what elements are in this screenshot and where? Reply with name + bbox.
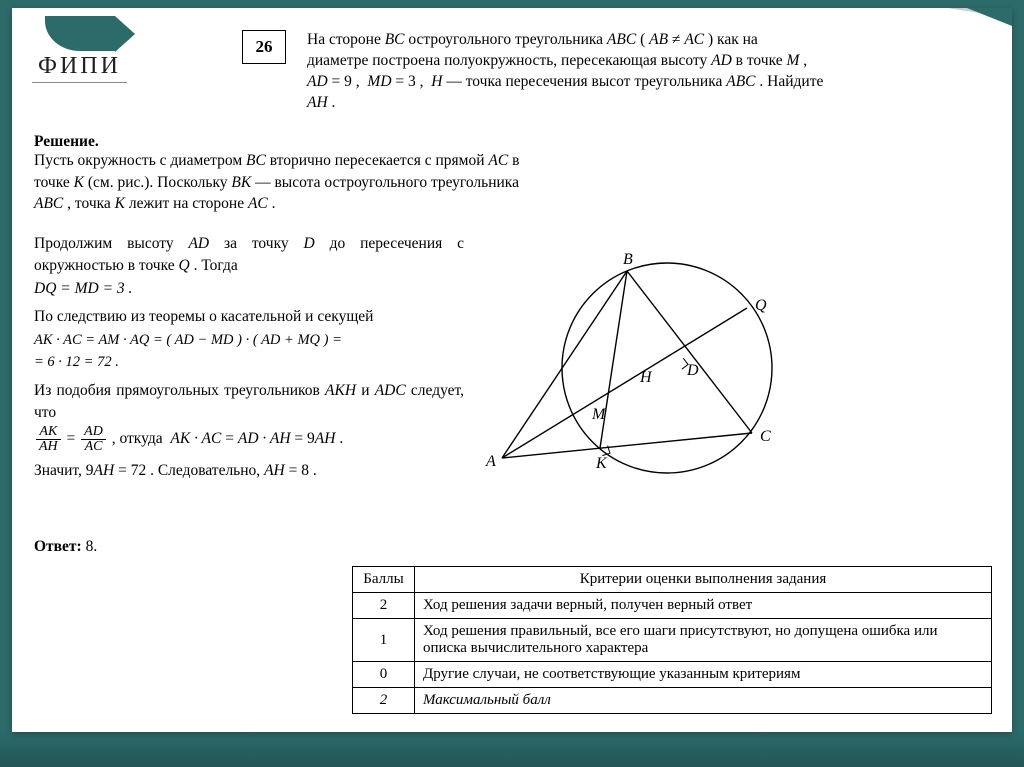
fipi-logo-shape bbox=[45, 16, 115, 51]
frac2-top: AD bbox=[81, 425, 106, 440]
rubric-score-cell: 1 bbox=[353, 619, 415, 662]
svg-text:D: D bbox=[686, 362, 699, 379]
solution-paragraph-2: Продолжим высоту AD за точку D до пересе… bbox=[34, 233, 464, 482]
sol-eq1: DQ = MD = 3 . bbox=[34, 280, 132, 297]
svg-text:C: C bbox=[760, 428, 771, 445]
svg-text:A: A bbox=[485, 453, 496, 470]
frac1-bot: AH bbox=[36, 440, 61, 454]
fipi-logo-text: ФИПИ bbox=[32, 53, 127, 83]
sol-p2d: , откуда AK · AC = AD · AH = 9AH . bbox=[112, 430, 343, 447]
sol-p2c: Из подобия прямоугольных треугольников A… bbox=[34, 382, 464, 421]
rubric-criteria-cell: Ход решения задачи верный, получен верны… bbox=[415, 593, 992, 619]
solution-heading: Решение. bbox=[34, 133, 99, 151]
svg-text:K: K bbox=[595, 455, 608, 472]
svg-text:H: H bbox=[639, 369, 653, 386]
sol-p2b: По следствию из теоремы о касательной и … bbox=[34, 308, 373, 325]
document-page: ФИПИ 26 На стороне BC остроугольного тре… bbox=[12, 8, 1012, 732]
sol-eq2b: = 6 · 12 = 72 . bbox=[34, 354, 119, 370]
rubric-row: 2Ход решения задачи верный, получен верн… bbox=[353, 593, 992, 619]
sol-p1c: ABC , точка K лежит на стороне AC . bbox=[34, 195, 276, 212]
rubric-score-cell: 2 bbox=[353, 688, 415, 714]
rubric-score-cell: 2 bbox=[353, 593, 415, 619]
rubric-criteria-cell: Другие случаи, не соответствующие указан… bbox=[415, 662, 992, 688]
frac2-bot: AC bbox=[81, 440, 106, 454]
corner-fold bbox=[967, 8, 1012, 26]
problem-statement: На стороне BC остроугольного треугольник… bbox=[307, 30, 987, 114]
problem-line4: AH . bbox=[307, 94, 335, 111]
slide-bottom-edge bbox=[0, 732, 1024, 767]
answer-label: Ответ: bbox=[34, 538, 82, 555]
frac1-top: AK bbox=[36, 425, 61, 440]
rubric-row: 2Максимальный балл bbox=[353, 688, 992, 714]
svg-text:Q: Q bbox=[755, 297, 767, 314]
rubric-row: 1Ход решения правильный, все его шаги пр… bbox=[353, 619, 992, 662]
svg-text:B: B bbox=[623, 251, 633, 268]
sol-p2e: Значит, 9AH = 72 . Следовательно, AH = 8… bbox=[34, 462, 317, 479]
sol-p2a: Продолжим высоту AD за точку D до пересе… bbox=[34, 235, 464, 274]
fipi-logo: ФИПИ bbox=[12, 16, 147, 83]
rubric-row: 0Другие случаи, не соответствующие указа… bbox=[353, 662, 992, 688]
problem-line3: AD = 9 , MD = 3 , H — точка пересечения … bbox=[307, 73, 823, 90]
svg-text:M: M bbox=[591, 406, 607, 423]
fraction-2: AD AC bbox=[81, 425, 106, 454]
sol-p1b: точке K (см. рис.). Поскольку BK — высот… bbox=[34, 174, 519, 191]
rubric-header-row: Баллы Критерии оценки выполнения задания bbox=[353, 567, 992, 593]
sol-eq2: AK · AC = AM · AQ = ( AD − MD ) · ( AD +… bbox=[34, 332, 342, 348]
rubric-header-score: Баллы bbox=[353, 567, 415, 593]
problem-number-box: 26 bbox=[242, 30, 286, 64]
solution-paragraph-1: Пусть окружность с диаметром BC вторично… bbox=[34, 150, 754, 215]
answer-value: 8. bbox=[82, 538, 98, 555]
rubric-table: Баллы Критерии оценки выполнения задания… bbox=[352, 566, 992, 714]
answer-line: Ответ: 8. bbox=[34, 538, 97, 556]
problem-line1: На стороне BC остроугольного треугольник… bbox=[307, 31, 758, 48]
rubric-criteria-cell: Максимальный балл bbox=[415, 688, 992, 714]
geometry-diagram: A B C K M D H Q bbox=[472, 233, 812, 493]
rubric-score-cell: 0 bbox=[353, 662, 415, 688]
rubric-criteria-cell: Ход решения правильный, все его шаги при… bbox=[415, 619, 992, 662]
rubric-header-criteria: Критерии оценки выполнения задания bbox=[415, 567, 992, 593]
fraction-1: AK AH bbox=[36, 425, 61, 454]
problem-line2: диаметре построена полуокружность, перес… bbox=[307, 52, 807, 69]
sol-p1a: Пусть окружность с диаметром BC вторично… bbox=[34, 152, 519, 169]
